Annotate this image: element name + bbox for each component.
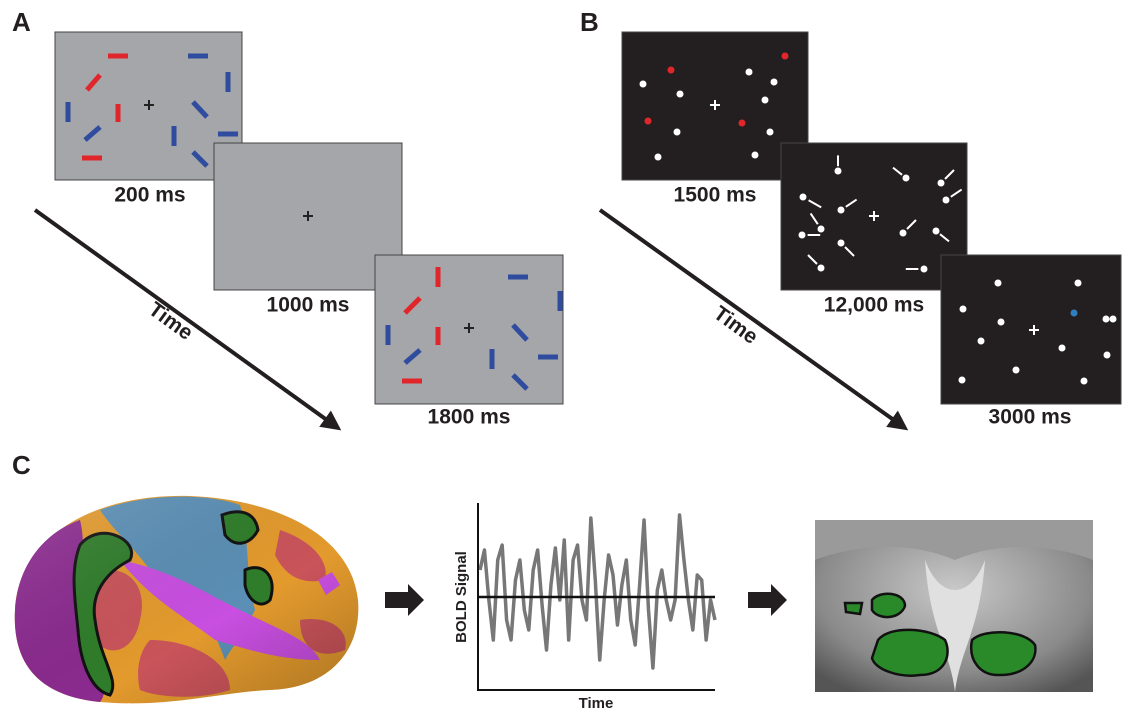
stimulus-frame xyxy=(374,254,564,405)
dot-stimulus xyxy=(1109,315,1117,323)
panel-label: C xyxy=(12,450,31,480)
bar-stimulus xyxy=(83,125,102,142)
bar-stimulus xyxy=(511,323,529,342)
dot-stimulus xyxy=(644,117,652,125)
motion-arrow xyxy=(892,166,903,176)
stimulus-frame xyxy=(54,31,243,181)
dot-stimulus xyxy=(834,167,842,175)
bar-stimulus xyxy=(511,373,529,391)
dot-stimulus xyxy=(837,206,845,214)
dot-stimulus xyxy=(1012,366,1020,374)
dot-stimulus xyxy=(1074,279,1082,287)
dot-stimulus xyxy=(937,179,945,187)
duration-label: 1800 ms xyxy=(428,406,511,429)
mri-tissue xyxy=(815,520,1093,560)
bar-stimulus xyxy=(191,100,209,119)
dot-stimulus xyxy=(1103,351,1111,359)
time-label: Time xyxy=(144,298,197,345)
dot-stimulus xyxy=(676,90,684,98)
dot-stimulus xyxy=(673,128,681,136)
motion-arrow xyxy=(906,219,917,230)
dot-stimulus xyxy=(899,229,907,237)
time-arrow xyxy=(33,208,342,431)
cluster xyxy=(843,592,907,619)
dot-stimulus xyxy=(1070,309,1078,317)
time-arrow xyxy=(598,208,909,431)
motion-arrow xyxy=(845,198,858,208)
dot-stimulus xyxy=(959,305,967,313)
motion-arrow xyxy=(807,254,818,265)
bar-stimulus xyxy=(403,348,422,365)
stimulus-frame xyxy=(780,142,968,291)
duration-label: 3000 ms xyxy=(989,406,1072,429)
flow-arrow xyxy=(385,584,424,616)
cluster xyxy=(870,628,949,677)
bar-stimulus xyxy=(85,73,102,92)
bold-trace xyxy=(478,513,717,670)
dot-stimulus xyxy=(920,265,928,273)
dot-stimulus xyxy=(1080,377,1088,385)
dot-stimulus xyxy=(761,96,769,104)
dot-stimulus xyxy=(770,78,778,86)
motion-arrow xyxy=(808,199,822,209)
dot-stimulus xyxy=(654,153,662,161)
brain-surface xyxy=(14,495,359,704)
x-axis-label: Time xyxy=(579,695,614,712)
dot-stimulus xyxy=(745,68,753,76)
y-axis-label: BOLD Signal xyxy=(453,551,470,643)
dot-stimulus xyxy=(942,196,950,204)
dot-stimulus xyxy=(1058,344,1066,352)
dot-stimulus xyxy=(639,80,647,88)
bold-plot: BOLD Signal Time xyxy=(453,503,717,712)
shading xyxy=(14,495,359,704)
cluster xyxy=(969,630,1037,677)
dot-stimulus xyxy=(902,174,910,182)
dot-stimulus xyxy=(781,52,789,60)
dot-stimulus xyxy=(1102,315,1110,323)
dot-stimulus xyxy=(667,66,675,74)
flow-arrow xyxy=(748,584,787,616)
duration-label: 200 ms xyxy=(114,184,185,207)
dot-stimulus xyxy=(817,225,825,233)
dot-stimulus xyxy=(738,119,746,127)
dot-stimulus xyxy=(798,231,806,239)
bar-stimulus xyxy=(191,150,209,168)
dot-stimulus xyxy=(751,151,759,159)
motion-arrow xyxy=(844,246,855,257)
stimulus-frame xyxy=(940,254,1122,405)
dot-stimulus xyxy=(799,193,807,201)
mri-tissue xyxy=(925,560,985,692)
dot-stimulus xyxy=(997,318,1005,326)
dot-stimulus xyxy=(817,264,825,272)
dot-stimulus xyxy=(932,227,940,235)
motion-arrow xyxy=(950,188,963,198)
motion-arrow xyxy=(939,233,950,243)
motion-arrow xyxy=(944,169,955,180)
stimulus-frame xyxy=(621,31,809,181)
dot-stimulus xyxy=(977,337,985,345)
duration-label: 1000 ms xyxy=(267,294,350,317)
motion-arrow xyxy=(809,212,819,225)
dot-stimulus xyxy=(994,279,1002,287)
mri-slice xyxy=(815,520,1093,692)
bar-stimulus xyxy=(403,296,422,315)
panel-label: B xyxy=(580,7,599,37)
duration-label: 1500 ms xyxy=(674,184,757,207)
dot-stimulus xyxy=(766,128,774,136)
dot-stimulus xyxy=(958,376,966,384)
duration-label: 12,000 ms xyxy=(824,294,924,317)
panel-label: A xyxy=(12,7,31,37)
dot-stimulus xyxy=(837,239,845,247)
stimulus-frame xyxy=(213,142,403,291)
